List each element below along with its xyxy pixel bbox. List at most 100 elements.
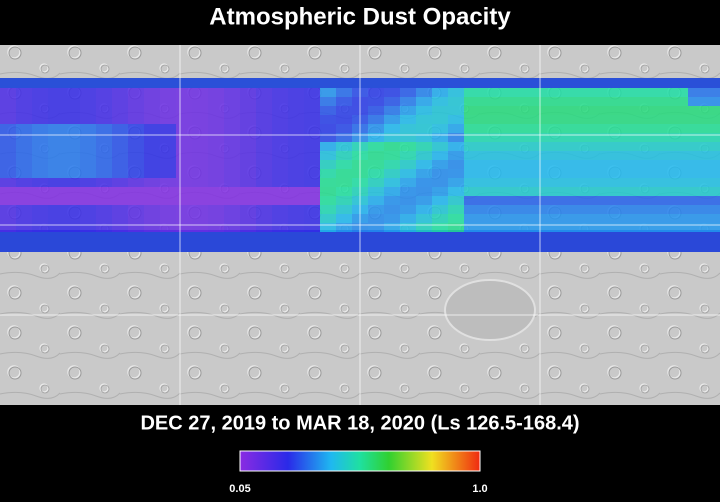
dust-cell (64, 187, 80, 196)
dust-cell (480, 106, 496, 115)
dust-cell (224, 214, 240, 223)
dust-cell (624, 97, 640, 106)
dust-cell (368, 88, 384, 97)
dust-cell (208, 214, 224, 223)
dust-cell (576, 124, 592, 133)
dust-cell (320, 205, 336, 214)
dust-cell (416, 169, 432, 178)
dust-cell (16, 223, 32, 232)
dust-cell (80, 223, 96, 232)
dust-cell (592, 187, 608, 196)
dust-cell (560, 106, 576, 115)
dust-cell (432, 88, 448, 97)
dust-cell (432, 169, 448, 178)
dust-cell (192, 196, 208, 205)
dust-cell (400, 133, 416, 142)
dust-cell (432, 178, 448, 187)
dust-cell (464, 223, 480, 232)
dust-cell (112, 151, 128, 160)
dust-cell (128, 214, 144, 223)
dust-cell (640, 178, 656, 187)
dust-cell (288, 205, 304, 214)
dust-cell (368, 151, 384, 160)
dust-cell (16, 151, 32, 160)
dust-cell (128, 160, 144, 169)
dust-cell (576, 133, 592, 142)
dust-cell (496, 205, 512, 214)
dust-cell (320, 169, 336, 178)
dust-cell (128, 115, 144, 124)
dust-cell (576, 142, 592, 151)
dust-cell (368, 115, 384, 124)
dust-cell (576, 169, 592, 178)
dust-cell (592, 151, 608, 160)
dust-cell (336, 187, 352, 196)
colorbar (239, 450, 481, 472)
dust-cell (16, 178, 32, 187)
dust-cell (304, 142, 320, 151)
dust-cell (304, 196, 320, 205)
dust-cell (416, 133, 432, 142)
dust-cell (16, 124, 32, 133)
dust-cell (256, 88, 272, 97)
dust-cell (192, 205, 208, 214)
dust-cell (704, 88, 720, 97)
dust-cell (384, 124, 400, 133)
dust-cell (704, 106, 720, 115)
dust-cell (704, 187, 720, 196)
dust-cell (256, 115, 272, 124)
dust-cell (224, 142, 240, 151)
dust-cell (304, 160, 320, 169)
dust-cell (496, 196, 512, 205)
dust-cell (336, 151, 352, 160)
dust-cell (208, 88, 224, 97)
dust-cell (64, 196, 80, 205)
dust-cell (480, 133, 496, 142)
dust-cell (688, 88, 704, 97)
dust-cell (64, 160, 80, 169)
dust-cell (240, 142, 256, 151)
dust-cell (176, 133, 192, 142)
dust-cell (496, 214, 512, 223)
dust-cell (704, 124, 720, 133)
dust-cell (464, 133, 480, 142)
dust-cell (432, 115, 448, 124)
dust-cell (432, 133, 448, 142)
dust-cell (32, 178, 48, 187)
dust-cell (176, 151, 192, 160)
dust-cell (240, 124, 256, 133)
dust-cell (224, 88, 240, 97)
dust-cell (0, 223, 16, 232)
dust-cell (64, 214, 80, 223)
dust-cell (384, 160, 400, 169)
dust-cell (608, 196, 624, 205)
dust-cell (48, 106, 64, 115)
dust-cell (64, 115, 80, 124)
dust-cell (336, 196, 352, 205)
dust-cell (576, 187, 592, 196)
dust-cell (592, 133, 608, 142)
dust-cell (688, 115, 704, 124)
dust-cell (256, 106, 272, 115)
dust-cell (704, 142, 720, 151)
dust-cell (224, 151, 240, 160)
dust-cell (208, 196, 224, 205)
dust-cell (672, 187, 688, 196)
dust-cell (384, 97, 400, 106)
dust-cell (208, 97, 224, 106)
dust-cell (672, 142, 688, 151)
dust-cell (224, 106, 240, 115)
dust-cell (448, 142, 464, 151)
dust-cell (48, 178, 64, 187)
dust-cell (160, 106, 176, 115)
dust-cell (64, 142, 80, 151)
dust-cell (688, 169, 704, 178)
dust-cell (512, 97, 528, 106)
dust-cell (688, 133, 704, 142)
dust-cell (688, 124, 704, 133)
dust-cell (624, 187, 640, 196)
dust-cell (256, 214, 272, 223)
dust-cell (112, 106, 128, 115)
dust-cell (0, 187, 16, 196)
